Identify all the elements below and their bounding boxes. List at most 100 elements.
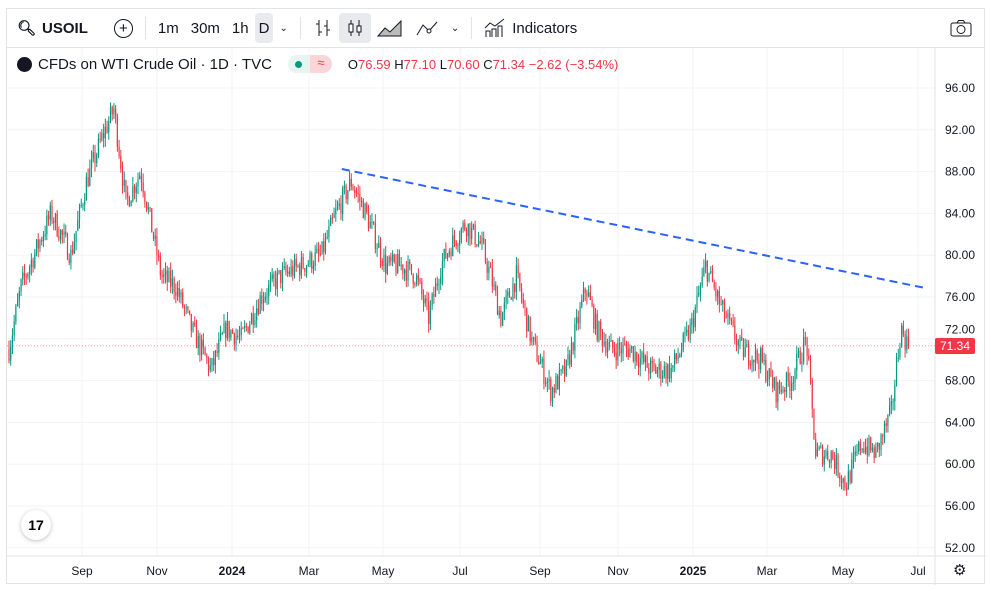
candle-body — [825, 450, 827, 457]
interval-30m[interactable]: 30m — [190, 19, 220, 37]
candle-body — [326, 237, 328, 239]
candle-body — [663, 366, 665, 376]
candle-body — [293, 259, 296, 276]
indicators-button[interactable]: Indicators — [478, 13, 583, 43]
candle-body — [612, 340, 614, 349]
candle-body — [350, 179, 352, 187]
candle-body — [596, 313, 598, 341]
candle-body — [715, 287, 717, 297]
interval-dropdown-chevron-icon[interactable]: ⌄ — [279, 22, 288, 34]
candle-body — [727, 312, 729, 318]
candle-body — [493, 284, 495, 287]
interval-d[interactable]: D — [254, 13, 274, 43]
candle-body — [507, 291, 509, 296]
candle-body — [221, 333, 223, 335]
interval-1m[interactable]: 1m — [157, 19, 179, 37]
candle-body — [209, 365, 211, 371]
candle-body — [672, 365, 674, 368]
candle-body — [225, 322, 227, 339]
candle-body — [840, 478, 843, 483]
candle-body — [581, 300, 583, 307]
candle-body — [128, 196, 130, 207]
candle-body — [849, 471, 851, 483]
candle-body — [192, 322, 194, 331]
chart-type-chevron-icon[interactable]: ⌄ — [450, 22, 460, 34]
area-chart-icon[interactable] — [371, 13, 409, 43]
candle-body — [307, 264, 309, 266]
candle-body — [815, 439, 817, 457]
candle-body — [321, 241, 323, 254]
candle-body — [904, 334, 906, 350]
candle-body — [871, 447, 874, 451]
candle-body — [624, 344, 626, 346]
candle-body — [827, 450, 829, 460]
candle-body — [137, 178, 139, 187]
candle-body — [262, 300, 265, 304]
candle-body — [32, 260, 34, 268]
open-value: 76.59 — [358, 56, 391, 72]
price-tick-label: 64.00 — [945, 415, 975, 429]
plus-circle-icon: + — [113, 18, 133, 38]
candle-body — [15, 306, 17, 322]
candle-body — [170, 270, 172, 287]
candle-body — [189, 310, 191, 315]
candle-body — [359, 193, 361, 202]
candle-body — [63, 231, 65, 235]
candle-body — [791, 383, 793, 391]
candle-body — [758, 360, 760, 370]
candle-body — [491, 268, 493, 287]
price-tick-label: 92.00 — [945, 123, 975, 137]
candle-body — [837, 454, 839, 477]
series-title[interactable]: CFDs on WTI Crude Oil · 1D · TVC — [38, 55, 272, 73]
interval-1h[interactable]: 1h — [231, 19, 249, 37]
candle-body — [796, 354, 798, 371]
candle-body — [527, 316, 530, 332]
candle-body — [811, 380, 813, 409]
candle-body — [197, 335, 199, 349]
candle-body — [232, 330, 234, 334]
close-value: 71.34 — [492, 56, 526, 72]
candle-body — [734, 324, 736, 340]
candle-body — [22, 272, 24, 280]
candle-body — [421, 281, 423, 295]
candles-icon[interactable] — [338, 13, 371, 43]
price-chart[interactable]: 96.00 92.00 88.00 84.00 80.00 76.00 72.00 68.00… — [7, 9, 986, 585]
candle-body — [606, 347, 609, 353]
time-tick-label: Mar — [757, 564, 778, 578]
candle-body — [252, 313, 254, 325]
candle-body — [539, 362, 542, 365]
candle-body — [254, 320, 256, 325]
market-status[interactable]: ≈ — [287, 55, 332, 73]
candle-body — [735, 339, 738, 346]
bars-icon[interactable] — [307, 13, 339, 43]
candle-body — [366, 203, 368, 212]
candle-body — [242, 328, 244, 330]
candle-body — [133, 185, 136, 193]
symbol-search[interactable]: 🔍︎ USOIL — [11, 13, 94, 43]
candle-body — [149, 207, 151, 209]
time-tick-label: Nov — [607, 564, 628, 578]
line-chart-icon[interactable] — [409, 13, 445, 43]
candle-body — [794, 370, 796, 383]
candle-body — [152, 232, 155, 239]
candle-body — [331, 217, 333, 219]
candle-body — [808, 356, 810, 360]
candle-body — [472, 224, 474, 228]
candle-body — [588, 292, 590, 297]
candle-body — [648, 367, 650, 374]
candle-body — [692, 318, 695, 328]
candle-body — [34, 252, 36, 268]
compare-button[interactable]: + — [108, 13, 139, 43]
tradingview-logo[interactable]: 17 — [21, 510, 51, 540]
camera-icon[interactable] — [944, 13, 978, 43]
candle-body — [890, 401, 892, 406]
candle-body — [901, 325, 903, 348]
settings-gear-icon[interactable]: ⚙ — [953, 562, 967, 579]
candle-body — [809, 359, 812, 381]
candle-body — [773, 378, 775, 388]
candle-body — [832, 451, 834, 460]
candle-body — [87, 177, 89, 187]
candle-body — [515, 265, 517, 293]
candle-body — [450, 251, 452, 256]
candle-body — [18, 291, 20, 300]
